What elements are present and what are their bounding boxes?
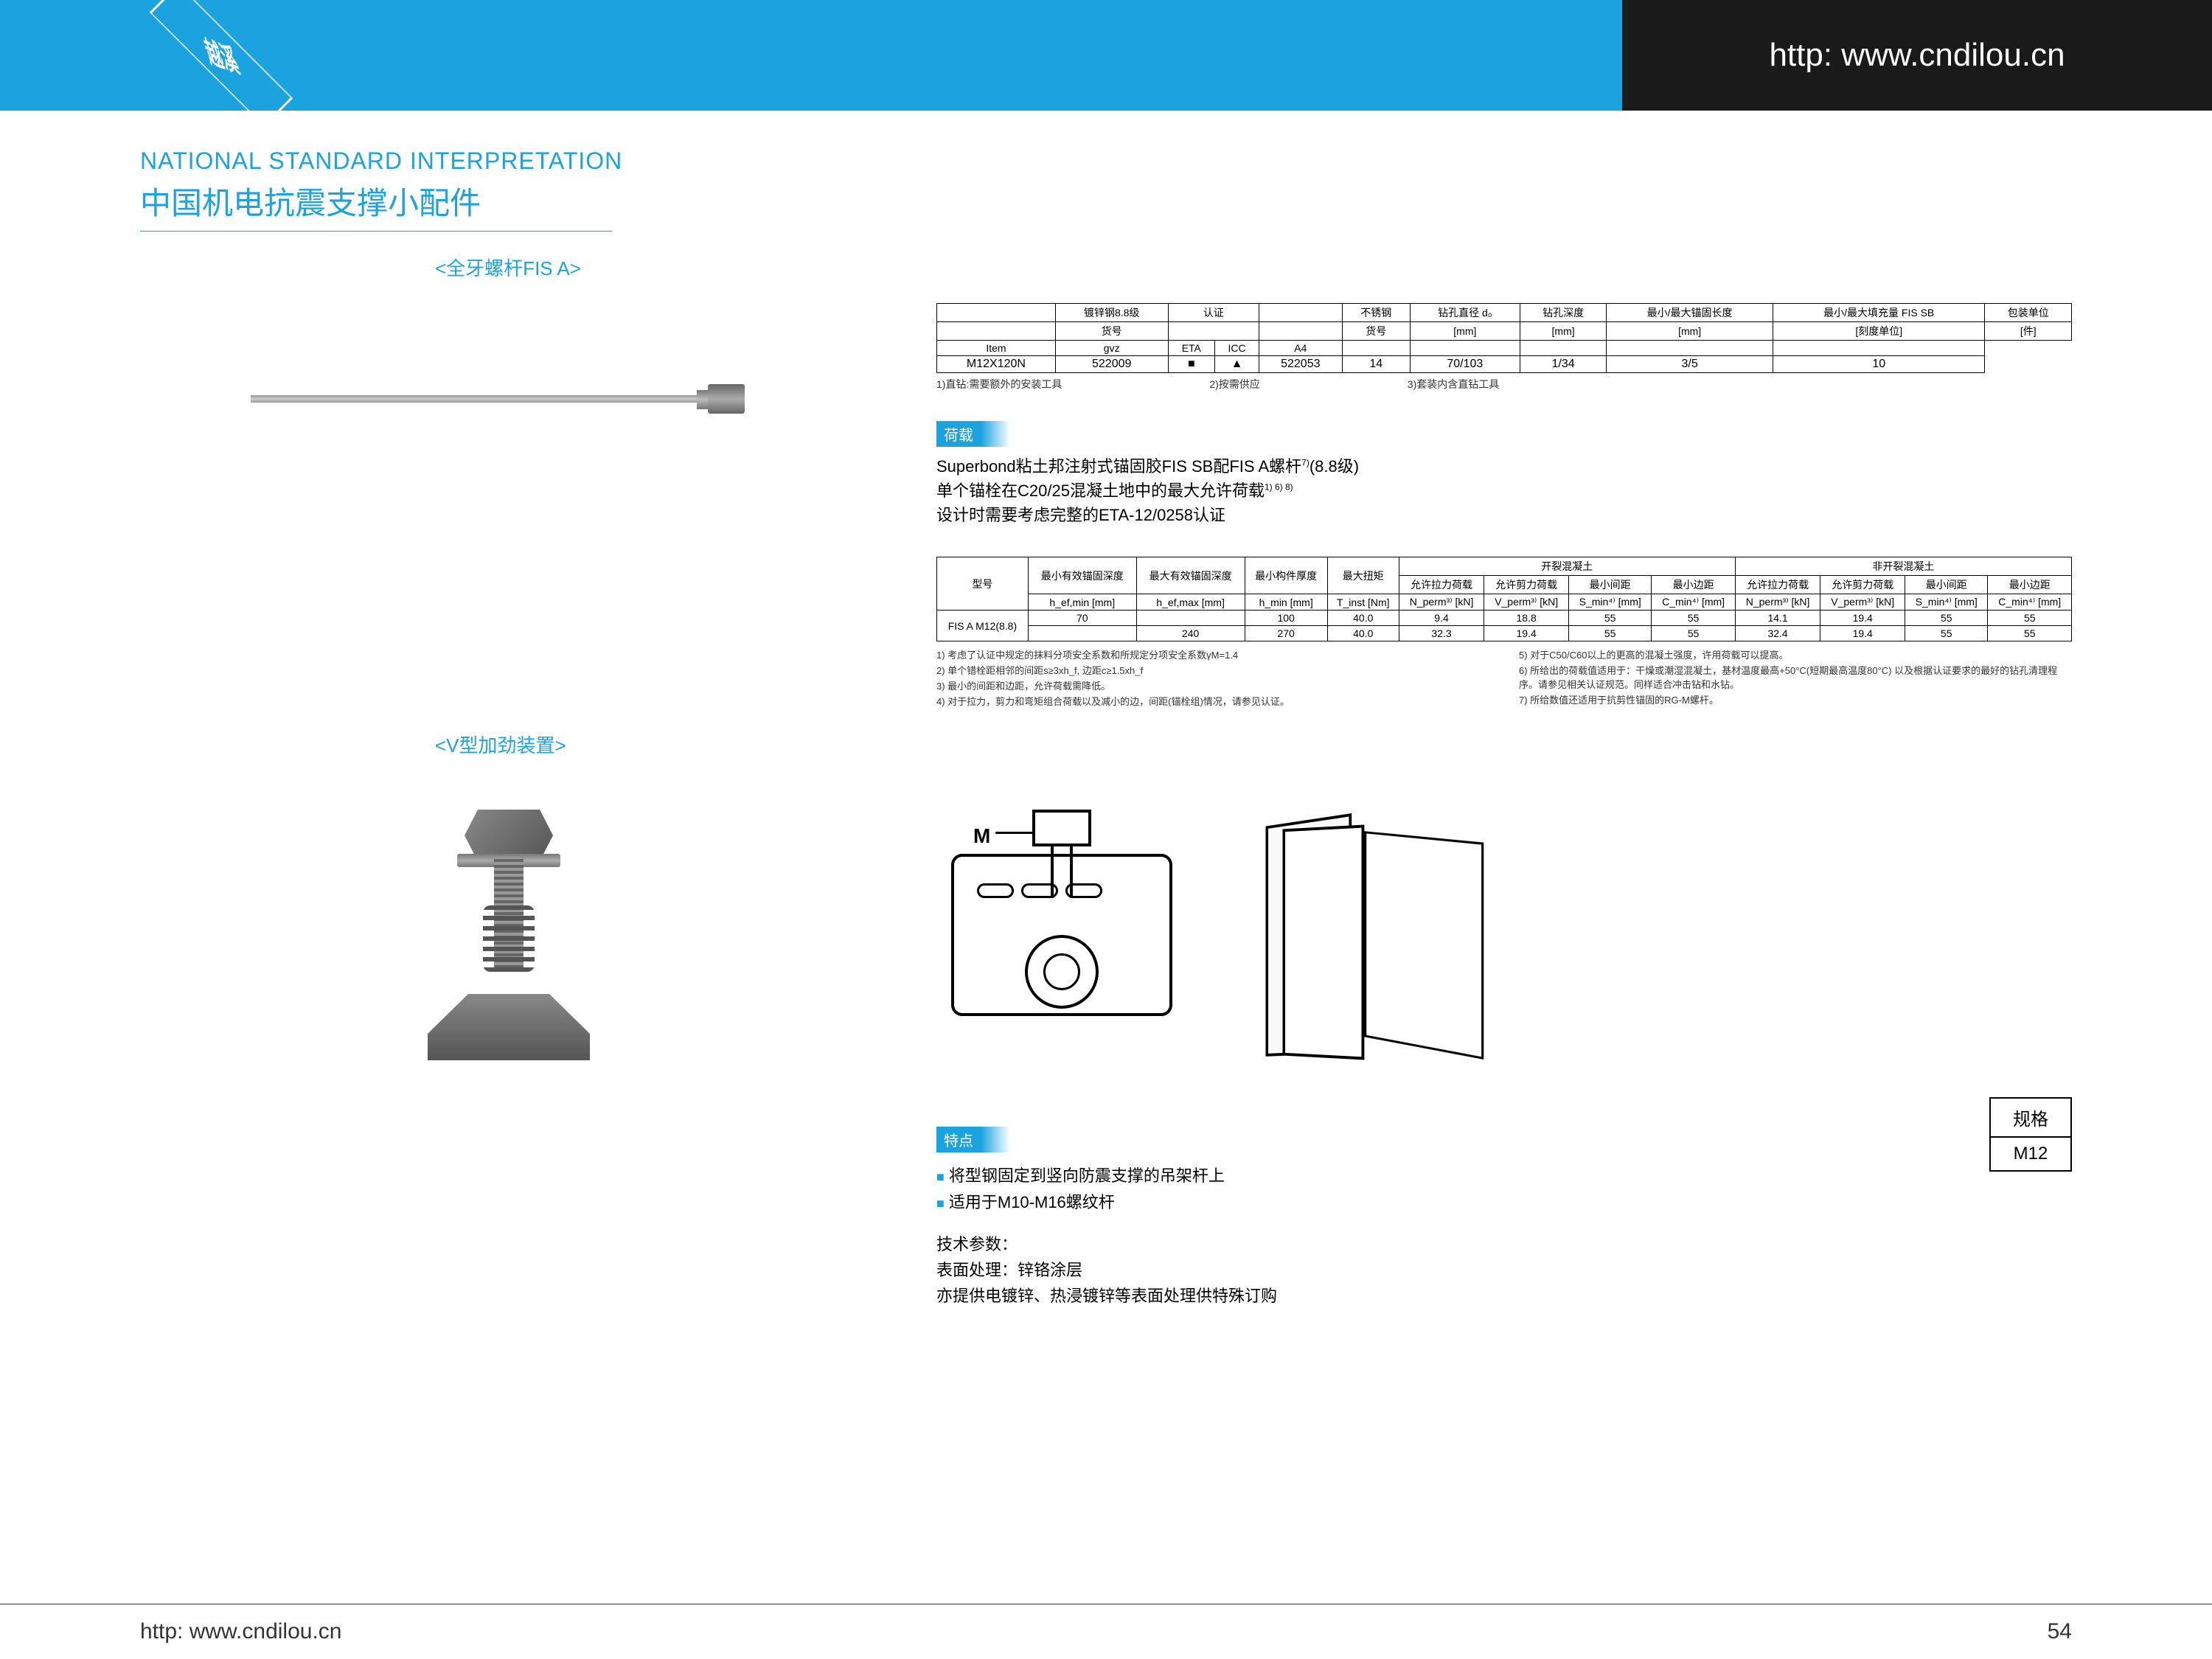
logo-icon: 越溪 <box>150 0 293 127</box>
features-list: 将型钢固定到竖向防震支撑的吊架杆上适用于M10-M16螺纹杆 <box>936 1163 1901 1213</box>
subsection-1-title: <全牙螺杆FIS A> <box>435 254 2072 281</box>
header-blue-bar: 越溪 <box>0 0 1622 111</box>
title-cn: 中国机电抗震支撑小配件 <box>140 178 2072 223</box>
subsection-2-title: <V型加劲装置> <box>435 731 2072 758</box>
diagram-iso <box>1244 801 1515 1084</box>
logo-text: 越溪 <box>198 28 244 83</box>
diagram-row: M <box>936 810 2072 1075</box>
tech-params: 技术参数： 表面处理：锌铬涂层 亦提供电镀锌、热浸镀锌等表面处理供特殊订购 <box>936 1231 1901 1310</box>
page-number: 54 <box>2048 1619 2072 1644</box>
header: 越溪 http: www.cndilou.cn <box>0 0 2212 111</box>
table1-footnotes: 1)直钻:需要额外的安装工具 2)按需供应 3)套装内含直钻工具 <box>936 377 2072 392</box>
load-desc: Superbond粘土邦注射式锚固胶FIS SB配FIS A螺杆7)(8.8级)… <box>936 454 2072 527</box>
diagram-front: M <box>936 810 1187 1046</box>
features-label: 特点 <box>936 1127 1010 1152</box>
load-table: 型号 最小有效锚固深度 最大有效锚固深度 最小构件厚度 最大扭矩 开裂混凝土 非… <box>936 557 2072 641</box>
spec-box: 规格 M12 <box>1989 1097 2072 1172</box>
load-label: 荷载 <box>936 421 1010 447</box>
content: NATIONAL STANDARD INTERPRETATION 中国机电抗震支… <box>0 111 2212 1310</box>
spec-table-1: 镀锌钢8.8级认证不锈钢钻孔直径 d₀钻孔深度最小/最大锚固长度最小/最大填充量… <box>936 303 2072 373</box>
load-table-notes: 1) 考虑了认证中规定的抹料分项安全系数和所规定分项安全系数γM=1.42) 单… <box>936 647 2072 709</box>
rod-illustration <box>251 377 767 421</box>
title-divider <box>140 231 612 232</box>
title-en: NATIONAL STANDARD INTERPRETATION <box>140 147 2072 175</box>
footer: http: www.cndilou.cn 54 <box>0 1604 2212 1659</box>
vclamp-illustration <box>406 810 612 1060</box>
header-url: http: www.cndilou.cn <box>1622 0 2212 111</box>
footer-url: http: www.cndilou.cn <box>140 1619 341 1644</box>
